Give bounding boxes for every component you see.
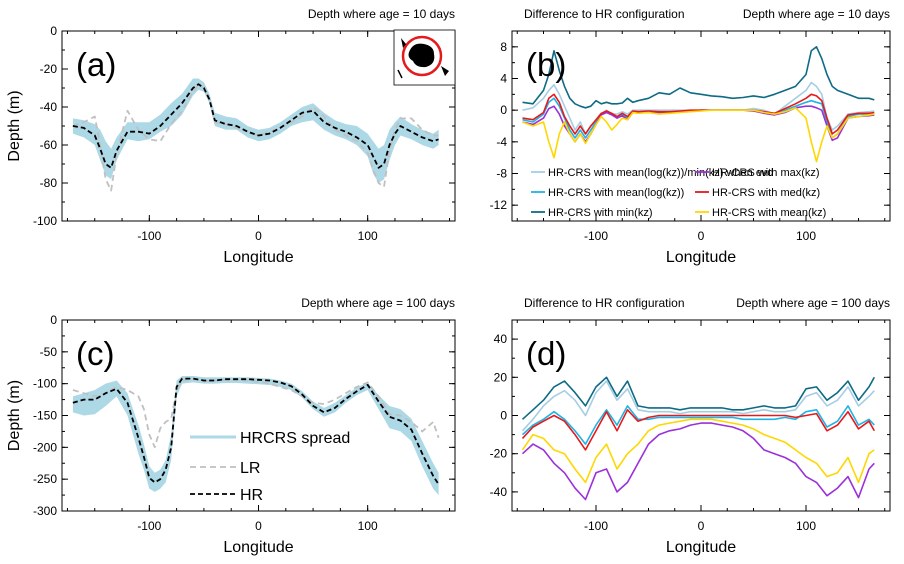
plot-area [72,78,439,192]
series-line-hr [72,83,439,169]
x-axis-label: Longitude [223,249,293,266]
south-america-tip [401,38,406,48]
legend-label: HR-CRS with mean(kz) [712,207,826,219]
legend-label: HR-CRS with min(kz) [548,207,653,219]
y-tick-label: -100 [33,377,57,391]
legend-label: LR [240,460,260,477]
x-tick-label: -100 [137,519,161,533]
y-tick-label: -100 [33,214,57,228]
africa-fragment [397,69,403,79]
series-line-hr-crs-with-mean-kz- [522,107,875,163]
panel-label: (b) [526,46,566,83]
x-tick-label: 0 [698,229,705,243]
y-axis-label: Depth (m) [6,90,23,161]
x-tick-label: 100 [358,229,378,243]
series-line-hr-crs-with-min-kz- [522,46,875,109]
australia-fragment [441,66,449,76]
plot-area [522,46,875,163]
panel-d [511,319,891,512]
y-tick-label: -20 [490,447,508,461]
antarctica-inset-map [393,29,456,86]
y-tick-label: -60 [40,138,58,152]
x-tick-label: -100 [584,519,608,533]
legend-label: HR-CRS with med(kz) [712,187,820,199]
x-tick-label: 0 [698,519,705,533]
legend-label: HR-CRS with max(kz) [712,167,820,179]
panel-title-right: Depth where age = 100 days [736,296,890,310]
y-tick-label: -80 [40,176,58,190]
panel-title-left: Difference to HR configuration [524,7,685,21]
panel-title-right: Depth where age = 100 days [301,296,455,310]
y-tick-label: 0 [500,409,507,423]
x-tick-label: 100 [796,229,816,243]
y-tick-label: 20 [494,370,508,384]
x-tick-label: -100 [137,229,161,243]
x-tick-label: 100 [796,519,816,533]
antarctica-landmass [408,43,435,68]
x-tick-label: -100 [584,229,608,243]
x-axis-label: Longitude [223,539,293,556]
legend-label: HRCRS spread [240,430,350,447]
series-line-hr-crs-with-mean-log-kz-min-kz-when-evd [521,380,875,432]
series-line-hr-crs-with-med-kz- [522,93,875,135]
y-tick-label: 0 [50,313,57,327]
panel-title-right: Depth where age = 10 days [743,7,890,21]
panel-b [511,30,891,222]
y-tick-label: 4 [500,72,507,86]
y-axis-label: Depth (m) [6,380,23,451]
y-tick-label: -20 [40,62,58,76]
x-tick-label: 0 [255,519,262,533]
y-tick-label: -150 [33,409,57,423]
legend-label: HR-CRS with mean(log(kz)) [548,187,684,199]
x-axis-label: Longitude [666,539,736,556]
panel-c [61,319,456,512]
series-line-hr [72,377,440,485]
y-tick-label: -40 [40,100,58,114]
panel-label: (c) [76,335,114,372]
panel-title-left: Difference to HR configuration [524,296,685,310]
y-tick-label: -8 [496,167,507,181]
x-axis-label: Longitude [666,249,736,266]
y-tick-label: 8 [500,40,507,54]
series-line-hr-crs-with-max-kz- [521,422,875,501]
y-tick-label: 0 [50,24,57,38]
y-tick-label: -12 [490,198,508,212]
series-line-hr-crs-with-med-kz- [521,409,876,451]
series-line-hr-crs-with-mean-kz- [521,418,875,484]
panel-label: (d) [526,335,566,372]
y-tick-label: 0 [500,103,507,117]
y-tick-label: -50 [40,345,58,359]
panel-label: (a) [76,46,116,83]
series-band-hrcrs-spread [72,376,439,496]
y-tick-label: -40 [490,485,508,499]
y-tick-label: -250 [33,472,57,486]
y-tick-label: -200 [33,440,57,454]
series-band-hrcrs-spread [72,78,439,183]
y-tick-label: -4 [496,135,507,149]
x-tick-label: 0 [255,229,262,243]
series-line-hr-crs-with-mean-log-kz- [521,405,875,445]
series-line-hr-crs-with-min-kz- [521,376,876,420]
panel-a [61,30,456,222]
inset-red-circle [401,35,443,77]
plot-area [72,376,440,496]
y-tick-label: 40 [494,332,508,346]
panel-title-right: Depth where age = 10 days [308,7,455,21]
legend-label: HR-CRS with mean(log(kz))/min(kz) when e… [548,167,774,179]
y-tick-label: -300 [33,504,57,518]
series-line-hr-crs-with-mean-log-kz-min-kz-when-evd [522,81,875,135]
x-tick-label: 100 [358,519,378,533]
legend-label: HR [240,487,263,504]
plot-area [521,376,876,501]
